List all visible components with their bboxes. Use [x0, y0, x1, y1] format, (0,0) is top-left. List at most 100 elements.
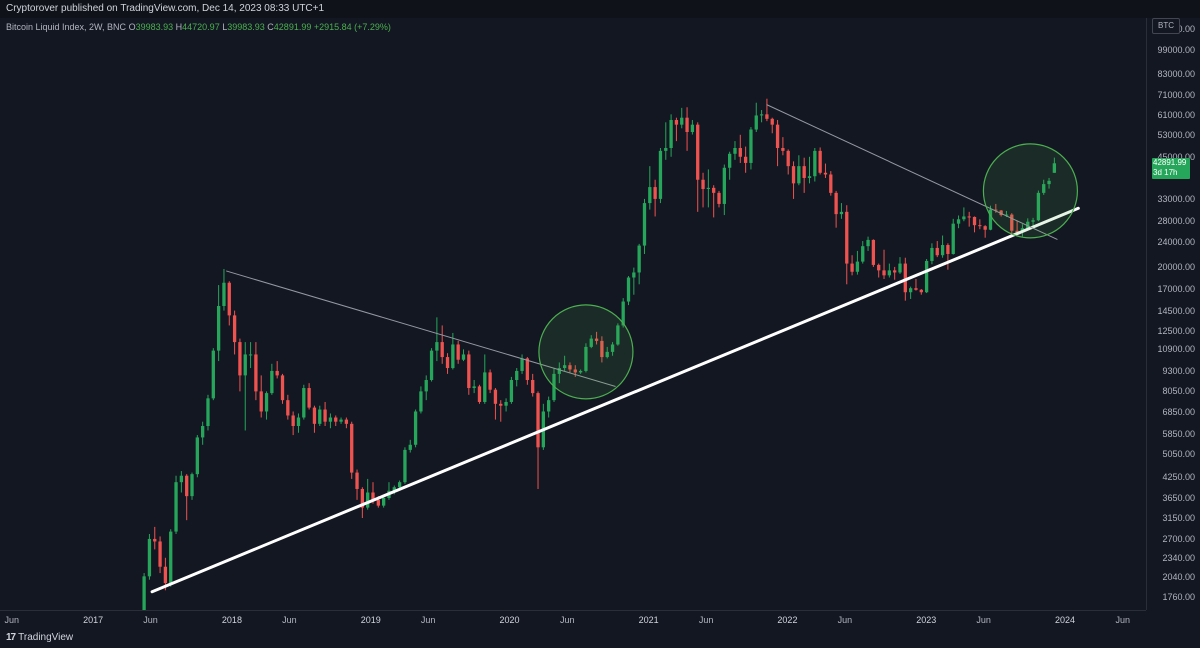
candle-body — [259, 391, 263, 412]
tradingview-logo[interactable]: 17 TradingView — [6, 632, 73, 643]
close-value: 42891.99 — [273, 22, 312, 32]
candle-body — [749, 129, 753, 163]
candle-body — [994, 209, 998, 211]
candle-body — [451, 344, 455, 369]
candle-body — [845, 211, 849, 264]
candle-body — [823, 172, 828, 175]
time-tick-year: 2022 — [777, 615, 798, 625]
candle-body — [908, 288, 913, 293]
candle-body — [509, 379, 514, 402]
time-tick-month: Jun — [1115, 615, 1131, 625]
price-tick: 2040.00 — [1162, 572, 1195, 582]
price-tick: 2340.00 — [1162, 553, 1195, 564]
candle-body — [706, 187, 711, 189]
candle-body — [238, 342, 242, 376]
candle-body — [690, 124, 695, 133]
time-tick-year: 2020 — [499, 615, 520, 625]
candle-body — [142, 576, 146, 610]
candle-body — [877, 264, 881, 271]
candle-body — [1031, 220, 1035, 222]
candle-body — [371, 492, 375, 500]
candle-body — [626, 277, 631, 302]
price-tick: 12500.00 — [1157, 325, 1195, 336]
price-tick: 24000.00 — [1157, 237, 1195, 248]
candle-body — [185, 475, 189, 497]
candle-body — [355, 472, 359, 489]
candle-body — [951, 223, 955, 254]
time-tick-month: Jun — [143, 615, 158, 625]
time-tick-month: Jun — [837, 615, 853, 625]
candle-body — [972, 216, 977, 226]
candle-body — [1026, 221, 1030, 229]
candle-body — [866, 239, 870, 247]
candle-body — [759, 114, 764, 116]
candle-body — [248, 354, 253, 356]
candle-body — [328, 417, 333, 422]
candle-body — [743, 156, 748, 163]
candle-body — [802, 166, 806, 178]
candle-body — [179, 475, 184, 483]
candle-body — [589, 338, 593, 347]
currency-badge[interactable]: BTC — [1152, 18, 1180, 34]
candle-body — [429, 350, 434, 380]
tradingview-logo-icon: 17 — [6, 632, 16, 643]
candle-body — [1036, 192, 1041, 221]
candle-body — [216, 306, 221, 351]
candle-body — [557, 368, 561, 374]
candle-body — [696, 124, 700, 180]
price-tick: 3150.00 — [1162, 512, 1195, 523]
candle-body — [445, 357, 450, 369]
candle-body — [962, 216, 966, 220]
time-tick-year: 2017 — [83, 615, 104, 625]
price-tick: 14500.00 — [1157, 305, 1195, 316]
price-chart[interactable] — [0, 18, 1146, 610]
candle-body — [440, 342, 444, 358]
candle-body — [206, 398, 210, 427]
candle-body — [967, 216, 971, 218]
candle-body — [419, 391, 423, 412]
candle-body — [499, 403, 503, 406]
candle-body — [488, 372, 492, 390]
candle-body — [413, 411, 418, 445]
candle-body — [664, 148, 668, 151]
time-tick-year: 2024 — [1054, 615, 1076, 625]
candle-body — [813, 150, 817, 177]
candle-body — [642, 203, 647, 246]
last-price-value: 42891.99 — [1153, 158, 1187, 167]
candle-body — [227, 282, 231, 316]
candle-body — [940, 245, 945, 256]
candle-body — [669, 119, 673, 149]
candle-body — [195, 437, 199, 475]
candle-body — [733, 148, 737, 154]
candle-body — [568, 365, 572, 370]
candle-body — [254, 354, 258, 392]
price-tick: 6850.00 — [1162, 407, 1195, 418]
candle-body — [323, 409, 327, 422]
change-value: +2915.84 (+7.29%) — [313, 22, 391, 32]
candle-body — [765, 114, 769, 119]
candle-body — [807, 176, 812, 178]
candle-body — [376, 499, 380, 506]
candle-body — [610, 344, 615, 352]
time-axis[interactable]: Jun 2017 Jun 2018 Jun 2019 Jun 2020 Jun 2021 Jun 20… — [0, 610, 1146, 629]
candle-body — [312, 407, 317, 424]
candle-body — [797, 166, 801, 184]
candle-body — [956, 219, 961, 224]
candle-body — [717, 192, 721, 204]
candle-body — [169, 531, 173, 584]
price-tick: 2700.00 — [1162, 533, 1195, 544]
time-tick-month: Jun — [420, 615, 436, 625]
candle-body — [701, 179, 705, 189]
symbol-name[interactable]: Bitcoin Liquid Index, 2W, BNC — [6, 22, 127, 32]
candle-body — [408, 444, 412, 450]
candle-body — [366, 492, 370, 508]
candle-body — [893, 270, 897, 273]
last-price-label: 42891.99 3d 17h — [1152, 158, 1190, 179]
candle-body — [275, 370, 279, 376]
candle-body — [1010, 214, 1014, 231]
candle-body — [775, 124, 780, 149]
candle-body — [674, 119, 679, 125]
price-scale[interactable]: 115000.0099000.0083000.0071000.0061000.0… — [1146, 18, 1200, 610]
candle-body — [190, 474, 194, 497]
candle-body — [712, 187, 716, 193]
